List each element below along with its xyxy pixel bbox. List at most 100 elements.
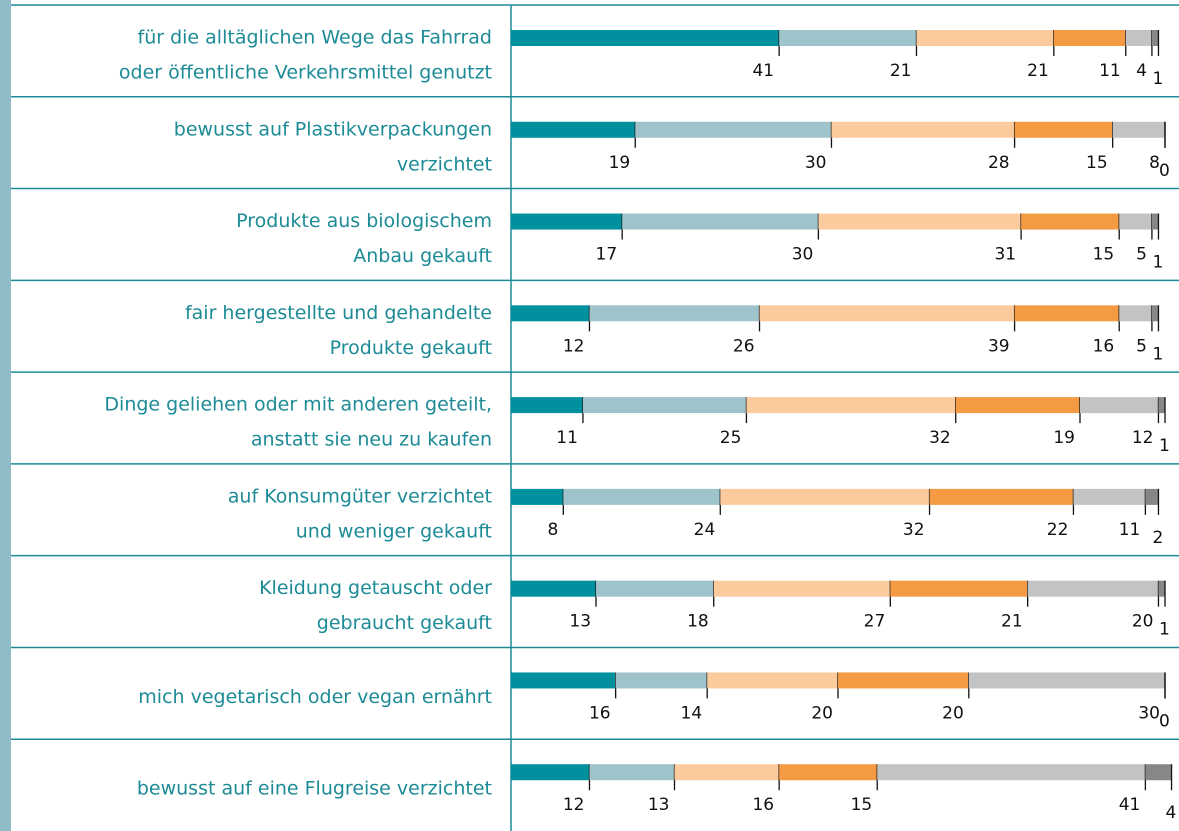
value-label: 5 [1136, 336, 1147, 356]
value-label: 30 [805, 153, 827, 173]
value-label: 11 [1099, 61, 1121, 81]
bar-segment [1079, 397, 1159, 414]
bar-segment [511, 672, 616, 689]
value-label: 15 [1086, 153, 1108, 173]
value-label: 21 [1027, 61, 1049, 81]
bar-segment [707, 672, 838, 689]
value-label: 21 [890, 61, 912, 81]
bar-segment [1151, 305, 1159, 322]
value-label: 22 [1047, 520, 1069, 540]
value-label: 12 [563, 795, 585, 815]
bar-segment [968, 672, 1165, 689]
value-label: 32 [903, 520, 925, 540]
value-label: 21 [1001, 612, 1023, 632]
value-label: 27 [864, 612, 886, 632]
value-label: 16 [1093, 336, 1115, 356]
value-label: 13 [569, 612, 591, 632]
bar-segment [1145, 764, 1172, 781]
bar-segment [1014, 121, 1113, 138]
value-label: 2 [1152, 528, 1163, 548]
bar-segment [1158, 397, 1165, 414]
category-label: bewusst auf eine Flugreise verzichtet [137, 778, 492, 800]
bar-segment [1151, 30, 1159, 46]
category-label: Kleidung getauscht oder [259, 577, 492, 599]
bar-segment [674, 764, 780, 781]
bar-segment [831, 121, 1015, 138]
bar-segment [582, 397, 747, 414]
bar-segment [511, 213, 623, 230]
bar-segment [877, 764, 1146, 781]
bar-segment [511, 30, 780, 46]
value-label: 30 [792, 245, 814, 265]
value-label: 20 [1132, 612, 1154, 632]
bar-segment [635, 121, 832, 138]
value-label: 0 [1159, 711, 1170, 731]
bar-segment [818, 213, 1022, 230]
value-label: 13 [648, 795, 670, 815]
bar-segment [916, 30, 1054, 46]
bar-segment [622, 213, 819, 230]
value-label: 4 [1136, 61, 1147, 81]
category-label: für die alltäglichen Wege das Fahrrad [138, 27, 492, 49]
category-label: Produkte aus biologischem [236, 210, 492, 232]
value-label: 12 [1132, 428, 1154, 448]
value-label: 19 [609, 153, 631, 173]
category-label: verzichtet [397, 153, 492, 175]
bar-segment [589, 305, 760, 322]
value-label: 15 [1093, 245, 1115, 265]
bar-segment [1112, 121, 1165, 138]
bar-segment [1027, 580, 1159, 597]
category-label: Anbau gekauft [353, 245, 492, 267]
bar-segment [1014, 305, 1120, 322]
value-label: 24 [694, 520, 716, 540]
value-label: 16 [589, 703, 611, 723]
value-label: 20 [811, 703, 833, 723]
value-label: 32 [929, 428, 951, 448]
value-label: 15 [851, 795, 873, 815]
bar-segment [596, 580, 714, 597]
category-label: auf Konsumgüter verzichtet [228, 485, 492, 507]
value-label: 1 [1152, 344, 1163, 364]
category-label: Dinge geliehen oder mit anderen geteilt, [104, 394, 492, 416]
bar-segment [1053, 30, 1126, 46]
bar-segment [1073, 488, 1146, 505]
bar-segment [929, 488, 1074, 505]
bar-segment [511, 305, 590, 322]
value-label: 5 [1136, 245, 1147, 265]
value-label: 1 [1159, 436, 1170, 456]
bar-segment [779, 764, 878, 781]
bar-segment [1145, 488, 1159, 505]
value-label: 20 [942, 703, 964, 723]
bar-segment [563, 488, 721, 505]
value-label: 11 [1119, 520, 1141, 540]
value-label: 28 [988, 153, 1010, 173]
value-label: 19 [1053, 428, 1075, 448]
value-label: 11 [556, 428, 578, 448]
bar-segment [759, 305, 1015, 322]
value-label: 30 [1138, 703, 1160, 723]
bar-segment [511, 764, 590, 781]
category-label: mich vegetarisch oder vegan ernährt [138, 686, 492, 708]
bar-segment [746, 397, 956, 414]
value-label: 14 [681, 703, 703, 723]
value-label: 16 [752, 795, 774, 815]
value-label: 8 [1149, 153, 1160, 173]
bar-segment [1151, 213, 1159, 230]
value-label: 18 [687, 612, 709, 632]
bar-segment [1158, 580, 1165, 597]
bar-segment [511, 121, 636, 138]
bar-segment [713, 580, 891, 597]
bar-segment [615, 672, 708, 689]
value-label: 4 [1166, 803, 1177, 823]
value-label: 31 [994, 245, 1016, 265]
category-label: oder öffentliche Verkehrsmittel genutzt [119, 62, 492, 84]
bar-segment [720, 488, 930, 505]
value-label: 12 [563, 336, 585, 356]
bar-segment [890, 580, 1028, 597]
value-label: 26 [733, 336, 755, 356]
value-label: 41 [752, 61, 774, 81]
value-label: 39 [988, 336, 1010, 356]
value-label: 41 [1119, 795, 1141, 815]
bar-segment [1021, 213, 1120, 230]
